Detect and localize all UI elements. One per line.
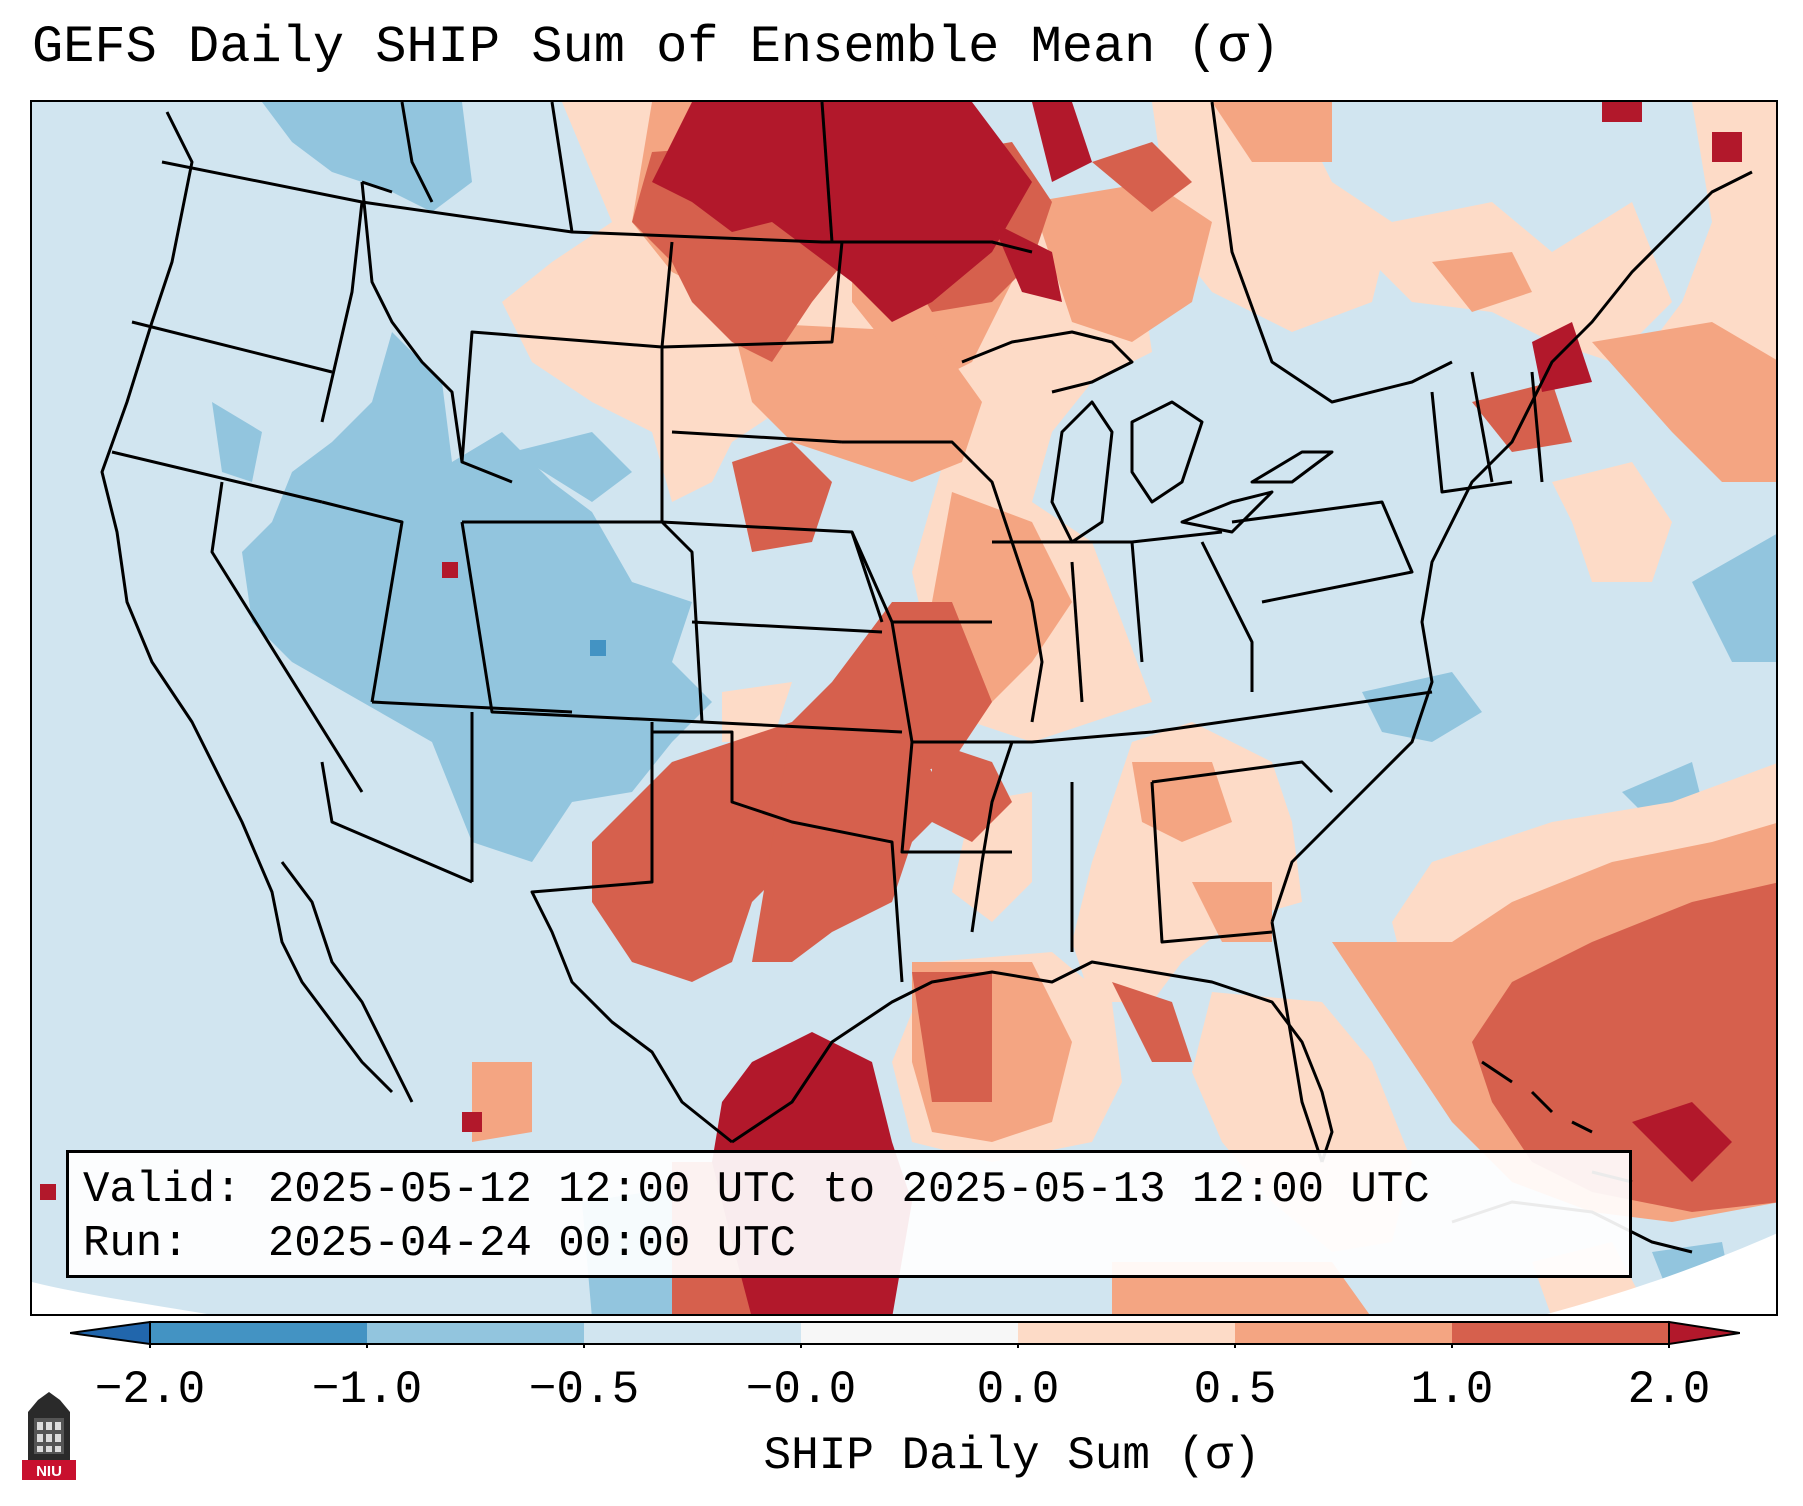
colorbar-tick-label: −2.0	[94, 1364, 206, 1416]
colorbar-ticks	[149, 1344, 1670, 1348]
colorbar-bin-7	[1452, 1322, 1669, 1344]
colorbar-extend-high	[1668, 1320, 1740, 1346]
colorbar	[70, 1320, 1740, 1348]
ship-anomaly-map	[32, 102, 1776, 1314]
colorbar-tick-label: −0.5	[528, 1364, 640, 1416]
run-label: Run:	[83, 1219, 189, 1269]
valid-time-line: Valid: 2025-05-12 12:00 UTC to 2025-05-1…	[83, 1163, 1615, 1217]
colorbar-bin-2	[367, 1322, 584, 1344]
niu-tower-logo-icon: NIU	[22, 1392, 76, 1480]
colorbar-outline	[149, 1321, 1670, 1345]
colorbar-extend-low	[70, 1320, 151, 1346]
colorbar-label: SHIP Daily Sum (σ)	[763, 1430, 1261, 1482]
colorbar-bin-4	[801, 1322, 1018, 1344]
colorbar-tick-label: 0.5	[1193, 1364, 1277, 1416]
strong-negative-cell	[590, 640, 606, 656]
colorbar-tick-label: 0.0	[976, 1364, 1060, 1416]
logo-text: NIU	[36, 1463, 62, 1480]
projection-edge	[32, 1282, 208, 1314]
valid-label: Valid:	[83, 1165, 242, 1215]
validity-info-box: Valid: 2025-05-12 12:00 UTC to 2025-05-1…	[66, 1150, 1632, 1278]
map-panel	[30, 100, 1778, 1316]
colorbar-bin-6	[1235, 1322, 1452, 1344]
projection-edge-right	[1547, 1233, 1776, 1314]
colorbar-tick-label: −0.0	[745, 1364, 857, 1416]
colorbar-bin-3	[584, 1322, 801, 1344]
colorbar-bin-5	[1018, 1322, 1235, 1344]
colorbar-tick-label: 2.0	[1627, 1364, 1711, 1416]
map-title: GEFS Daily SHIP Sum of Ensemble Mean (σ)	[32, 18, 1281, 77]
colorbar-tick-label: −1.0	[311, 1364, 423, 1416]
valid-value: 2025-05-12 12:00 UTC to 2025-05-13 12:00…	[267, 1165, 1430, 1215]
colorbar-bin-1	[150, 1322, 367, 1344]
colorbar-tick-label: 1.0	[1410, 1364, 1494, 1416]
run-value: 2025-04-24 00:00 UTC	[267, 1219, 796, 1269]
run-time-line: Run: 2025-04-24 00:00 UTC	[83, 1217, 1615, 1271]
